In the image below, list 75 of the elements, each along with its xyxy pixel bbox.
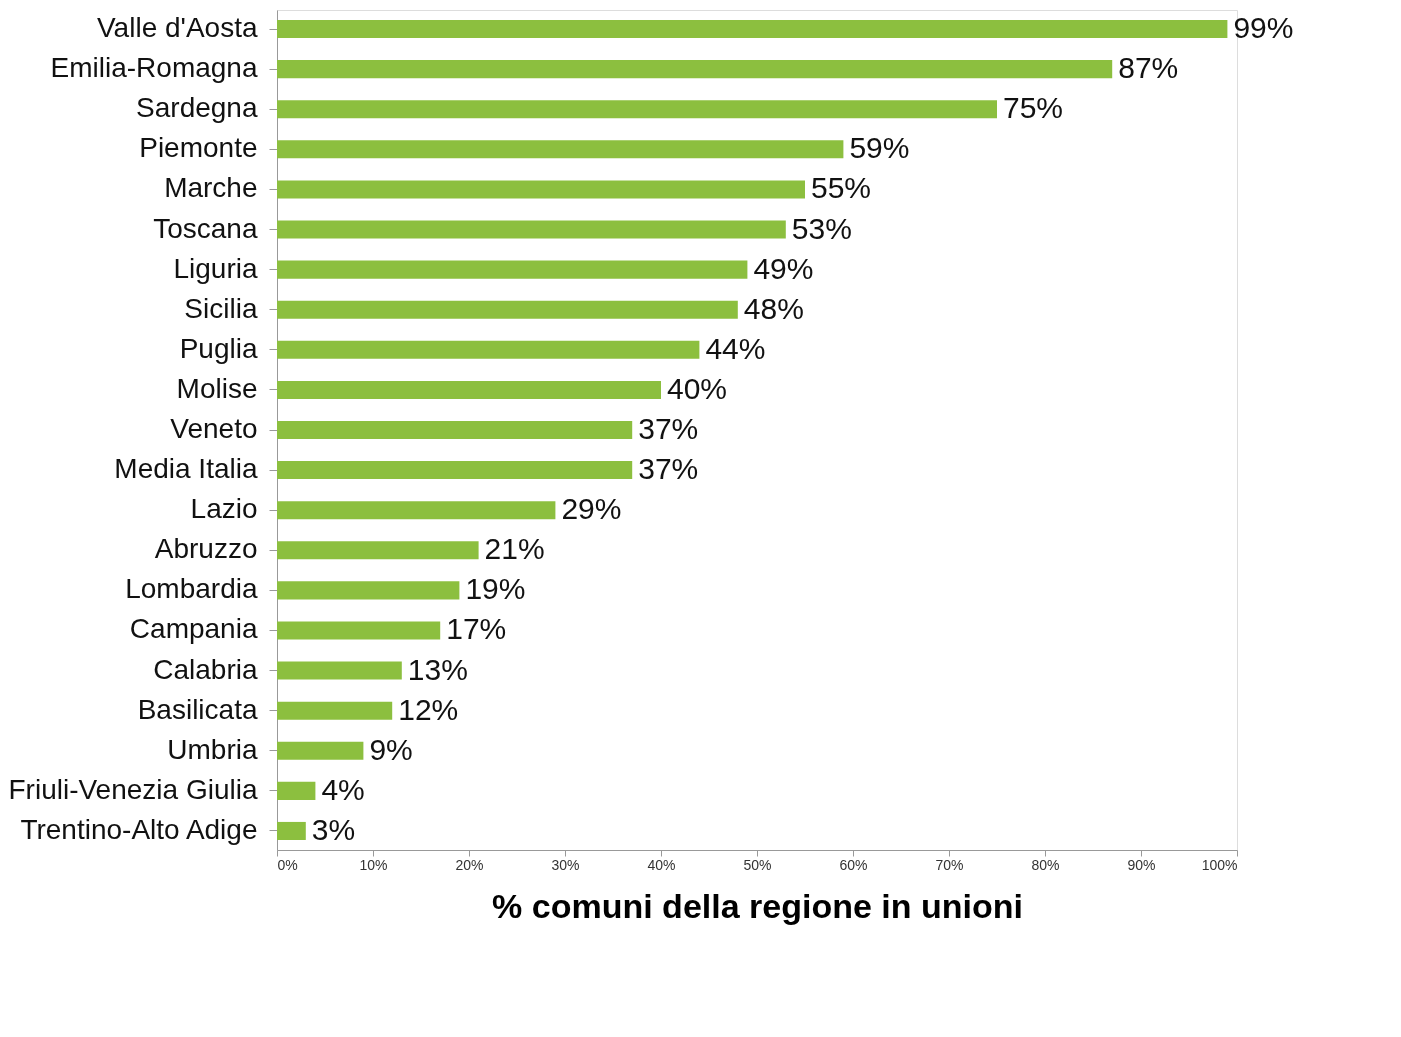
y-tick-label: Toscana [153,212,258,244]
y-tick-label: Liguria [173,252,258,284]
data-label: 21% [484,532,545,566]
y-tick-label: Piemonte [139,132,258,164]
y-tick-label: Puglia [179,332,258,364]
data-label: 87% [1118,51,1179,85]
y-tick-label: Calabria [153,653,258,685]
x-tick-label: 100% [1201,856,1238,873]
y-tick-label: Marche [164,172,258,204]
x-tick-label: 10% [359,856,388,873]
y-tick-label: Emilia-Romagna [50,52,258,84]
data-label: 99% [1233,11,1294,45]
x-tick-label: 70% [935,856,964,873]
y-tick-label: Lazio [190,493,258,525]
bar [277,461,633,480]
bar [277,140,844,159]
data-label: 48% [743,291,804,325]
y-tick-label: Media Italia [114,453,258,485]
x-tick-label: 40% [647,856,676,873]
x-tick-label: 50% [743,856,772,873]
x-tick-label: 0% [277,856,298,873]
bar [277,501,556,520]
data-label: 49% [753,251,814,285]
bar [277,220,786,239]
x-tick-label: 60% [839,856,868,873]
bar [277,621,441,640]
y-tick-label: Umbria [167,733,258,765]
bar [277,661,402,680]
x-tick-label: 80% [1031,856,1060,873]
y-tick-label: Basilicata [137,693,258,725]
bar [277,260,748,279]
bar [277,300,738,319]
bar [277,60,1113,79]
data-label: 13% [407,652,468,686]
bar [277,380,661,399]
data-label: 3% [311,812,356,846]
y-tick-label: Sicilia [184,292,258,324]
data-label: 53% [791,211,852,245]
y-tick-label: Veneto [170,413,258,444]
y-tick-label: Abruzzo [154,533,258,565]
data-label: 37% [638,412,699,445]
bar [277,340,700,359]
x-tick-label: 90% [1127,856,1156,873]
bar [277,741,364,760]
data-label: 44% [705,331,766,365]
bar [277,100,997,119]
data-label: 12% [398,692,459,726]
bar [277,180,805,199]
bar [277,541,479,560]
data-label: 40% [667,371,728,405]
y-tick-label: Trentino-Alto Adige [20,813,258,845]
x-tick-label: 20% [455,856,484,873]
bar [277,781,316,800]
y-tick-label: Valle d'Aosta [97,12,258,44]
bar [277,420,633,440]
data-label: 4% [321,772,365,806]
data-label: 75% [1003,91,1064,125]
data-label: 19% [465,572,526,606]
x-axis-title: % comuni della regione in unioni [492,886,1023,925]
bar [277,821,306,840]
data-label: 9% [369,732,413,766]
x-tick-label: 30% [551,856,580,873]
data-label: 59% [849,131,910,165]
data-label: 37% [638,452,699,486]
y-tick-label: Sardegna [136,92,258,124]
bar [277,701,393,720]
y-tick-label: Friuli-Venezia Giulia [8,773,258,805]
y-tick-label: Lombardia [125,573,258,605]
y-tick-label: Campania [129,613,258,645]
bar [277,581,460,600]
y-tick-label: Molise [176,372,258,404]
data-label: 55% [811,171,872,205]
data-label: 29% [561,492,622,526]
bar [277,20,1228,39]
data-label: 17% [446,612,507,646]
